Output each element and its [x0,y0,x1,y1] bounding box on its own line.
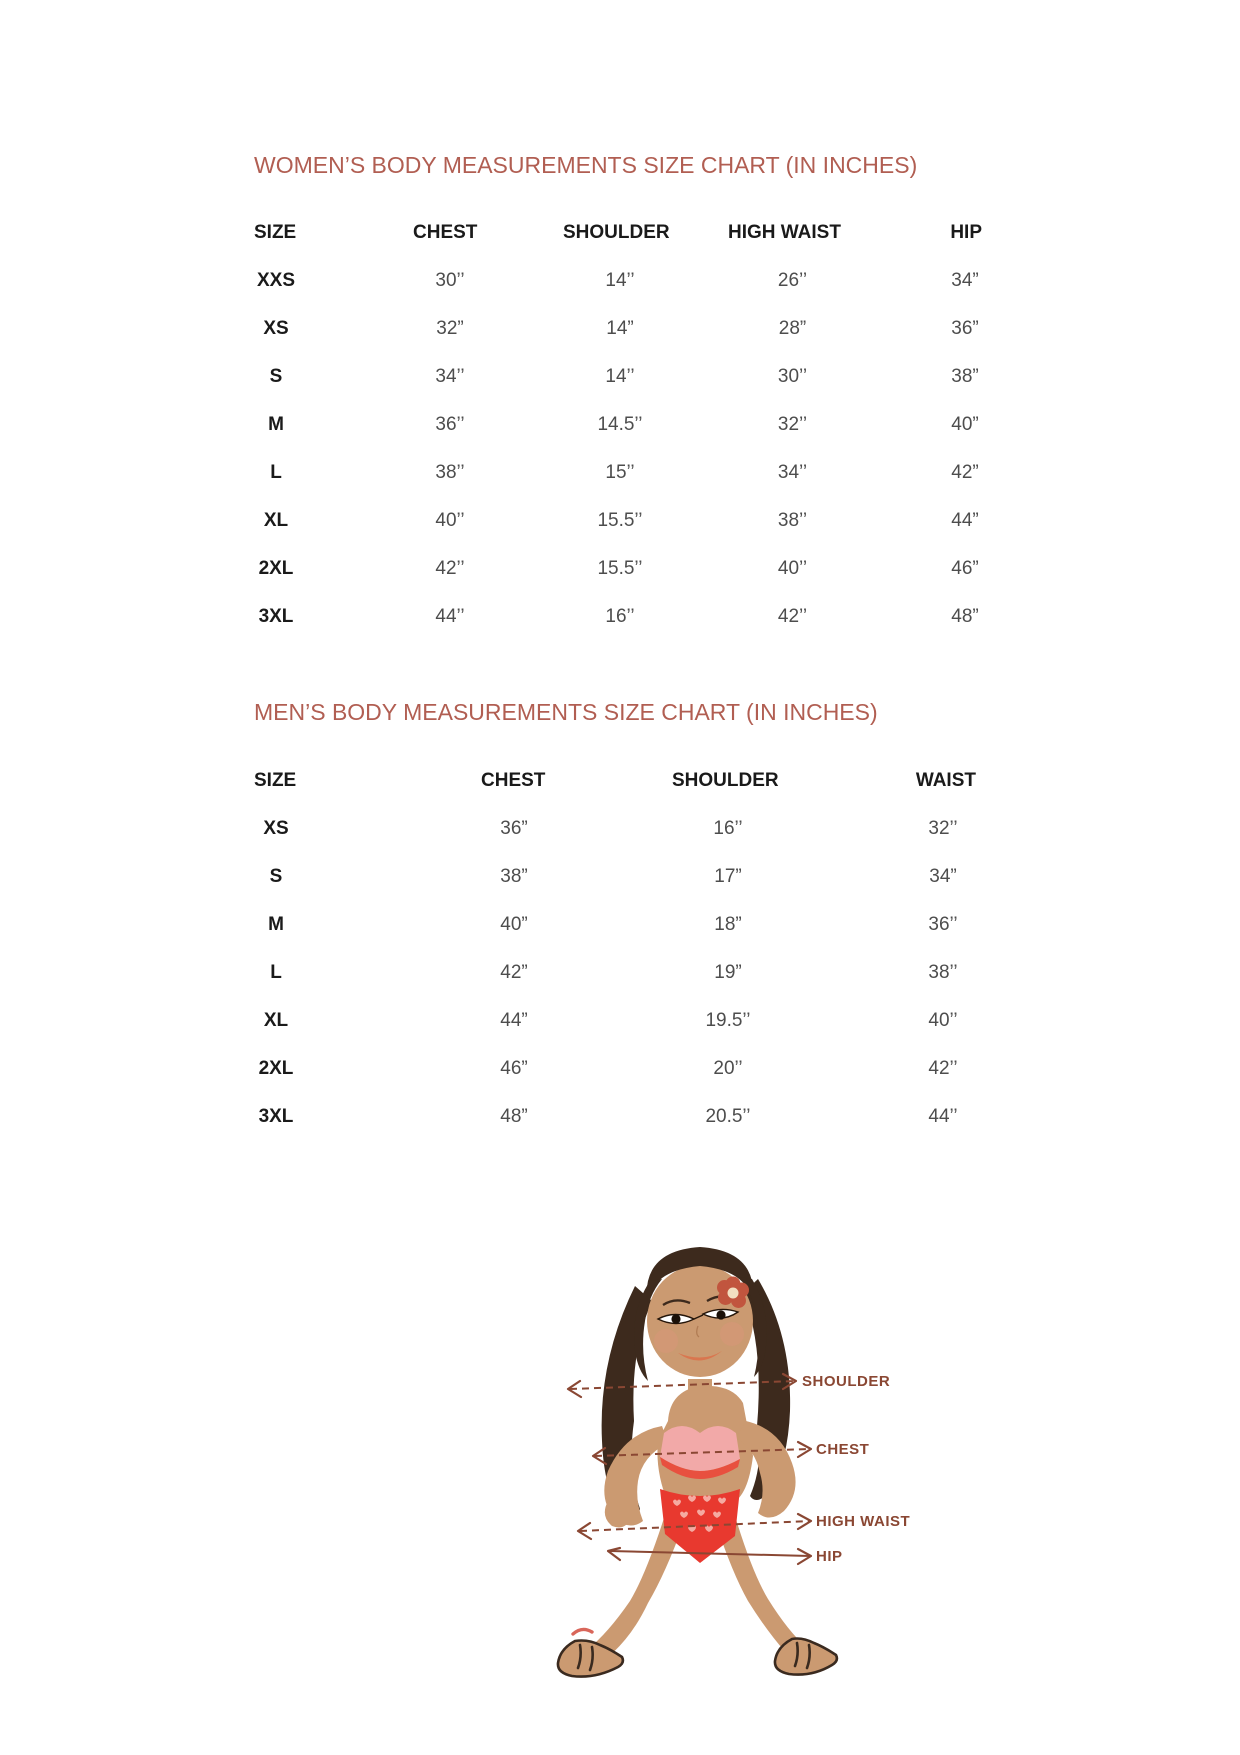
svg-text:CHEST: CHEST [816,1441,869,1458]
svg-text:HIP: HIP [816,1548,843,1565]
svg-text:HIGH WAIST: HIGH WAIST [816,1513,910,1530]
svg-text:SHOULDER: SHOULDER [802,1373,890,1390]
